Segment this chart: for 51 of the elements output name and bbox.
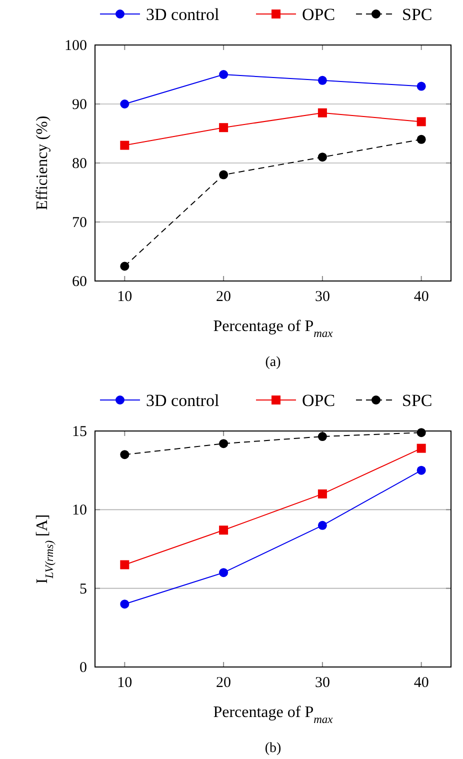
- legend-label: SPC: [402, 5, 432, 24]
- y-tick-label: 10: [72, 502, 87, 519]
- point: [318, 489, 327, 498]
- point: [416, 444, 426, 453]
- point: [120, 140, 130, 150]
- y-tick-label: 0: [80, 660, 87, 676]
- point: [120, 450, 130, 460]
- y-axis-title: Efficiency (%): [34, 116, 51, 210]
- y-tick-label: 90: [72, 97, 87, 113]
- y-tick-label: 80: [72, 156, 87, 172]
- x-tick-label: 10: [117, 289, 132, 305]
- point: [416, 466, 426, 475]
- point: [120, 262, 130, 271]
- text: (a): [265, 355, 282, 370]
- point: [120, 560, 130, 570]
- x-tick-label: 20: [216, 289, 232, 305]
- point: [219, 526, 228, 535]
- x-tick-label: 40: [414, 675, 429, 691]
- text: (b): [264, 741, 282, 756]
- x-tick-label: 20: [216, 675, 232, 691]
- legend-label: SPC: [402, 391, 432, 410]
- x-tick-label: 40: [414, 289, 429, 305]
- point: [318, 152, 327, 162]
- point: [318, 108, 327, 118]
- x-tick-label: 10: [117, 675, 132, 691]
- point: [318, 76, 327, 85]
- y-tick-label: 70: [72, 215, 87, 231]
- legend-label: OPC: [302, 5, 336, 24]
- point: [120, 600, 130, 609]
- point: [219, 439, 228, 448]
- point: [219, 170, 228, 180]
- x-tick-label: 30: [314, 675, 330, 691]
- point: [219, 123, 228, 132]
- point: [318, 432, 327, 442]
- x-tick-label: 30: [314, 289, 330, 305]
- point: [219, 70, 228, 79]
- point: [416, 134, 426, 144]
- y-tick-label: 60: [72, 274, 87, 290]
- legend-label: 3D control: [146, 5, 220, 24]
- x-axis-title: Percentage of P$_{max}$: [213, 318, 334, 340]
- y-tick-label: 100: [64, 38, 87, 54]
- point: [219, 568, 228, 578]
- point: [120, 100, 130, 108]
- point: [416, 82, 426, 91]
- x-axis-title: Percentage of P$_{max}$: [213, 704, 334, 726]
- point: [416, 117, 426, 126]
- legend-label: OPC: [302, 391, 336, 410]
- point: [318, 520, 327, 530]
- y-tick-label: 15: [72, 424, 87, 440]
- y-tick-label: 5: [80, 581, 87, 598]
- legend-label: 3D control: [146, 391, 220, 410]
